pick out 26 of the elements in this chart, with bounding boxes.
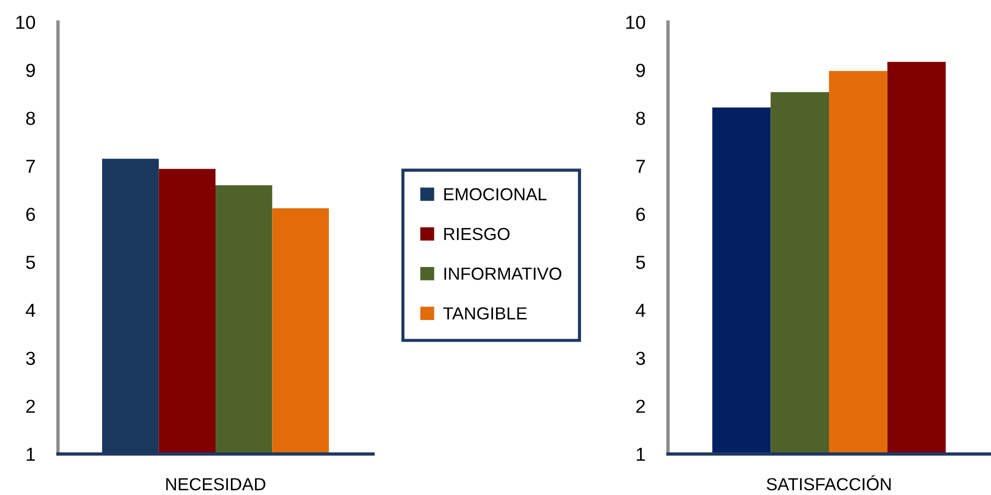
y-tick-label: 3 — [636, 352, 645, 365]
y-tick-label: 1 — [26, 448, 35, 461]
y-tick-label: 2 — [26, 400, 35, 413]
y-tick-label: 6 — [636, 208, 645, 221]
y-tick-label: 7 — [636, 160, 645, 173]
y-tick-label: 4 — [26, 304, 36, 317]
y-tick-label: 3 — [26, 352, 35, 365]
y-tick-label: 10 — [626, 16, 646, 29]
y-tick-label: 5 — [26, 256, 35, 269]
y-tick-label: 7 — [26, 160, 35, 173]
legend-label: EMOCIONAL — [444, 188, 546, 200]
y-tick-label: 4 — [636, 304, 646, 317]
y-tick-label: 8 — [26, 112, 35, 125]
y-tick-label: 1 — [636, 448, 645, 461]
legend-label: RIESGO — [444, 228, 510, 240]
legend-label: TANGIBLE — [443, 307, 527, 320]
y-tick-label: 9 — [26, 64, 35, 77]
y-tick-label: 9 — [636, 64, 645, 77]
y-tick-label: 2 — [636, 400, 645, 413]
y-tick-label: 10 — [16, 16, 36, 29]
y-tick-label: 6 — [26, 208, 35, 221]
x-axis-title: SATISFACCIÓN — [766, 475, 891, 490]
x-axis-title: NECESIDAD — [166, 478, 266, 490]
legend-label: INFORMATIVO — [444, 268, 562, 280]
y-tick-label: 5 — [636, 256, 645, 269]
y-tick-label: 8 — [636, 112, 645, 125]
